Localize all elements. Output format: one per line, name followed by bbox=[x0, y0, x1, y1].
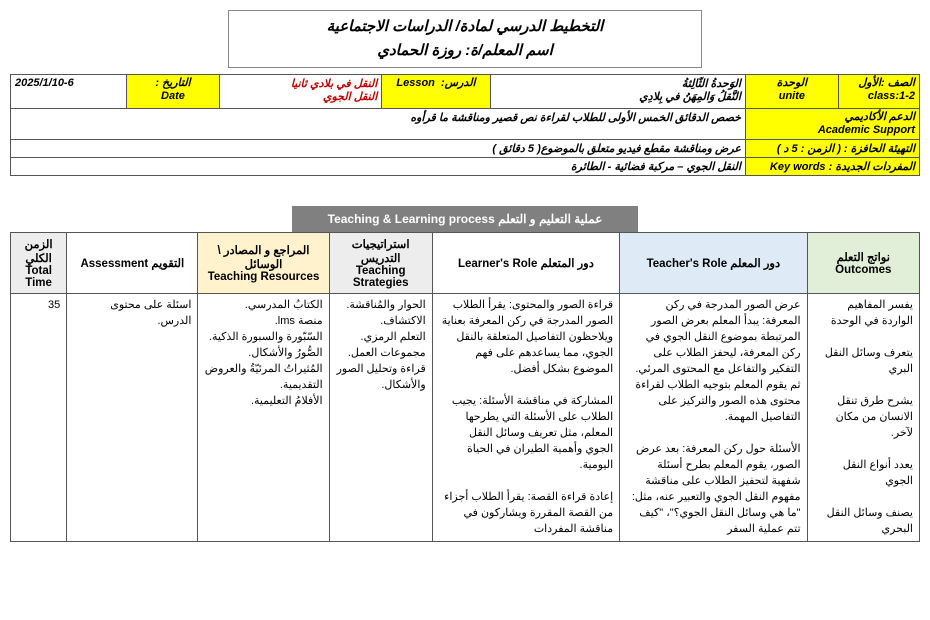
strategies-cell: الحوار والمُناقشة. الاكتشاف. التعلم الرم… bbox=[329, 294, 432, 542]
unit-label: الوحدةunite bbox=[745, 75, 838, 109]
col-learner-role: دور المتعلم Learner's Role bbox=[432, 233, 619, 294]
learner-role-cell: قراءة الصور والمحتوى: يقرأ الطلاب الصور … bbox=[432, 294, 619, 542]
warmup-label: التهيئة الحافزة : ( الزمن : 5 د ) bbox=[745, 140, 919, 158]
col-resources: المراجع و المصادر \ الوسائلTeaching Reso… bbox=[198, 233, 329, 294]
vocab-label: المفردات الجديدة : Key words bbox=[745, 158, 919, 176]
time-cell: 35 bbox=[11, 294, 67, 542]
col-assessment: التقويم Assessment bbox=[67, 233, 198, 294]
col-outcomes: نواتج التعلم Outcomes bbox=[807, 233, 919, 294]
resources-cell: الكتابُ المدرسي. منصة lms. السّبّورة وال… bbox=[198, 294, 329, 542]
col-strategies: استراتيجيات التدريسTeaching Strategies bbox=[329, 233, 432, 294]
col-time: الزمن الكليTotal Time bbox=[11, 233, 67, 294]
lesson-value: النقل في بلادي ثانياالنقل الجوي bbox=[219, 75, 381, 109]
warmup-content: عرض ومناقشة مقطع فيديو متعلق بالموضوع( 5… bbox=[11, 140, 746, 158]
outcomes-cell: يفسر المفاهيم الواردة في الوحدة يتعرف وس… bbox=[807, 294, 919, 542]
vocab-content: النقل الجوي – مركبة فضائية - الطائرة bbox=[11, 158, 746, 176]
lesson-plan-title: التخطيط الدرسي لمادة/ الدراسات الاجتماعي… bbox=[228, 10, 701, 68]
teaching-process-title: عملية التعليم و التعلم Teaching & Learni… bbox=[292, 206, 638, 232]
teacher-role-cell: عرض الصور المدرجة في ركن المعرفة: يبدأ ا… bbox=[620, 294, 807, 542]
teaching-process-table: نواتج التعلم Outcomes دور المعلم Teacher… bbox=[10, 232, 920, 542]
assessment-cell: اسئلة على محتوى الدرس. bbox=[67, 294, 198, 542]
grade-label: الصف :الأول class:1-2 bbox=[838, 75, 919, 109]
academic-support-label: الدعم الأكاديميAcademic Support bbox=[745, 109, 919, 140]
date-value: 2025/1/10-6 bbox=[11, 75, 127, 109]
unit-value: الوَحدةُ الثّالِثةُالنَّقلُ وَالمِهَنُ ف… bbox=[490, 75, 745, 109]
lesson-label: الدرس: Lesson bbox=[382, 75, 490, 109]
title-line-1: التخطيط الدرسي لمادة/ الدراسات الاجتماعي… bbox=[233, 15, 696, 39]
date-label: التاريخ :Date bbox=[127, 75, 220, 109]
col-teacher-role: دور المعلم Teacher's Role bbox=[620, 233, 807, 294]
academic-support-content: خصص الدقائق الخمس الأولى للطلاب لقراءة ن… bbox=[11, 109, 746, 140]
lesson-info-table: الصف :الأول class:1-2 الوحدةunite الوَحد… bbox=[10, 74, 920, 176]
title-line-2: اسم المعلم/ة: روزة الحمادي bbox=[233, 39, 696, 63]
